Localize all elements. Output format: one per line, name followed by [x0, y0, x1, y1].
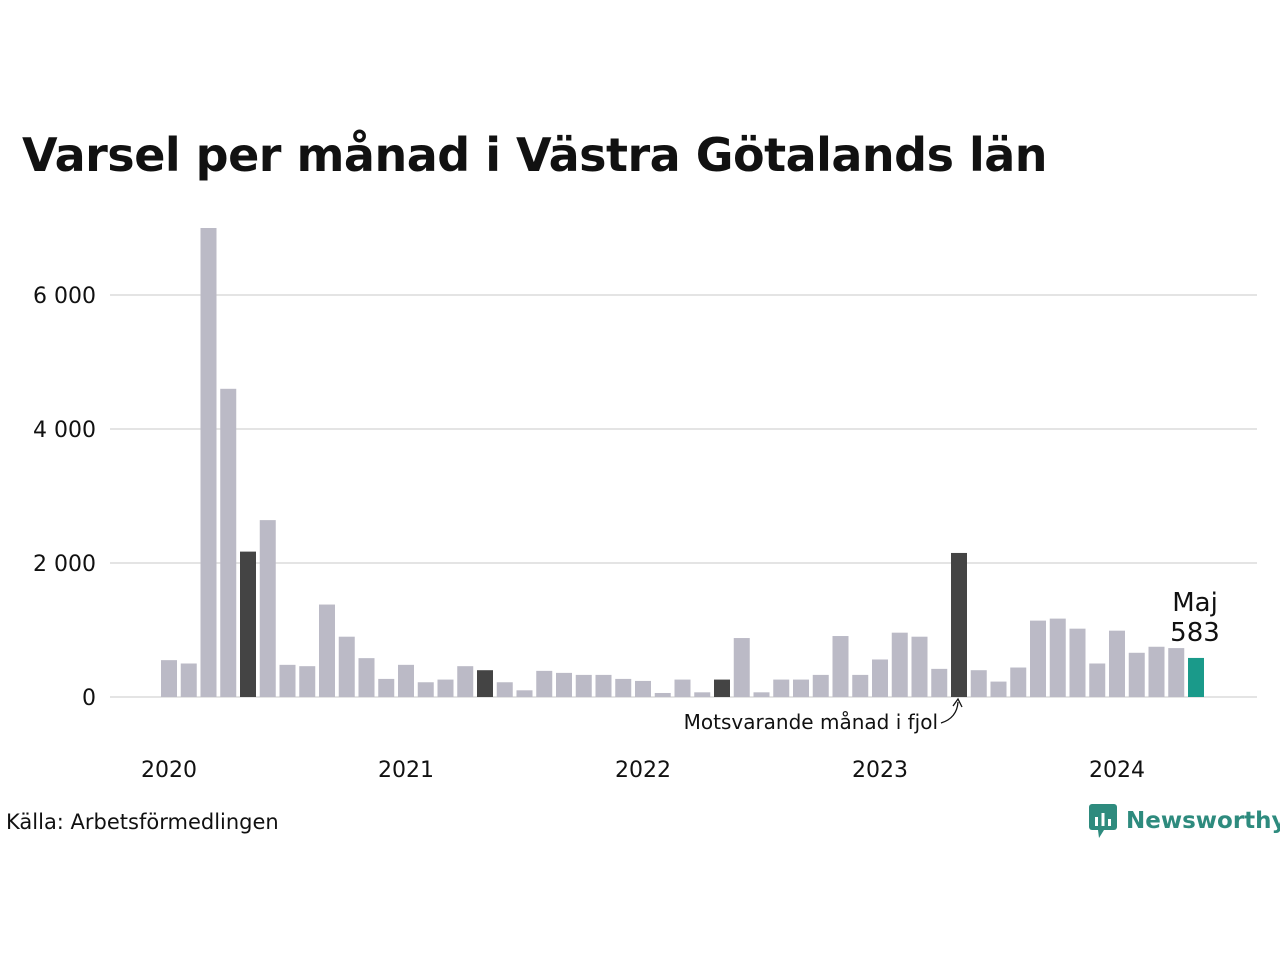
y-axis-ticks: 0 2 000 4 000 6 000: [33, 284, 96, 711]
bar-same-month: [951, 552, 967, 697]
bar: [319, 604, 335, 697]
bar: [911, 636, 928, 697]
bar: [1128, 652, 1145, 697]
bar: [496, 682, 513, 697]
bar: [161, 660, 177, 697]
bar: [1168, 648, 1185, 697]
bar: [180, 663, 197, 697]
bar: [812, 674, 829, 697]
brand-name: Newsworthy: [1126, 808, 1280, 834]
bar-same-month: [714, 679, 730, 697]
annotation-arrowhead: [952, 697, 963, 708]
y-tick-label: 2 000: [33, 552, 96, 577]
bar: [259, 520, 276, 697]
bar: [1010, 667, 1027, 697]
bar: [891, 632, 908, 697]
bar: [832, 636, 849, 697]
bar: [556, 672, 572, 697]
bar: [595, 674, 612, 697]
x-tick-label: 2024: [1089, 758, 1145, 783]
bar: [220, 388, 237, 697]
y-tick-label: 0: [82, 686, 96, 711]
bar: [990, 681, 1007, 697]
bar: [437, 679, 454, 697]
bar: [694, 692, 711, 697]
current-month-label: Maj: [1172, 588, 1218, 618]
x-tick-label: 2021: [378, 758, 434, 783]
bars: [161, 228, 1204, 697]
bar: [358, 658, 375, 697]
current-value-label: 583: [1170, 618, 1220, 648]
bar: [615, 678, 632, 697]
bar: [1030, 620, 1046, 697]
bar: [635, 680, 651, 697]
annotation-arrow: [940, 701, 959, 724]
source-note: Källa: Arbetsförmedlingen: [6, 810, 279, 834]
bar: [200, 228, 217, 697]
bar: [773, 679, 790, 697]
bar: [1148, 646, 1165, 697]
brand-logo: Newsworthy: [1088, 803, 1280, 839]
bar: [338, 636, 355, 697]
chart-title: Varsel per månad i Västra Götalands län: [22, 128, 1048, 182]
bar: [1109, 630, 1125, 697]
bar: [378, 678, 395, 697]
bar: [575, 674, 592, 697]
bar: [654, 692, 671, 697]
x-tick-label: 2020: [141, 758, 197, 783]
newsworthy-icon: [1089, 804, 1117, 838]
bar-same-month: [477, 670, 493, 697]
bar: [417, 682, 434, 697]
bar-same-month: [240, 551, 256, 697]
bar: [1089, 663, 1106, 697]
y-tick-label: 4 000: [33, 418, 96, 443]
x-axis-ticks: 2020 2021 2022 2023 2024: [141, 758, 1145, 783]
x-tick-label: 2022: [615, 758, 671, 783]
bar: [536, 670, 553, 697]
bar: [457, 666, 474, 697]
y-tick-label: 6 000: [33, 284, 96, 309]
bar: [299, 666, 316, 697]
bar: [516, 690, 533, 697]
bar: [793, 679, 809, 697]
bar: [398, 664, 414, 697]
bar: [931, 668, 948, 697]
bar: [733, 638, 750, 697]
bar: [674, 679, 691, 697]
same-month-note: Motsvarande månad i fjol: [684, 710, 938, 734]
bar-current-month: [1188, 657, 1204, 697]
bar: [852, 674, 869, 697]
bar: [872, 659, 888, 697]
bar: [1069, 628, 1086, 697]
x-tick-label: 2023: [852, 758, 908, 783]
bar: [279, 664, 296, 697]
bar: [753, 692, 770, 697]
bar: [970, 670, 987, 697]
annotations: Maj 583 Motsvarande månad i fjol: [684, 588, 1220, 734]
bar: [1049, 618, 1066, 697]
